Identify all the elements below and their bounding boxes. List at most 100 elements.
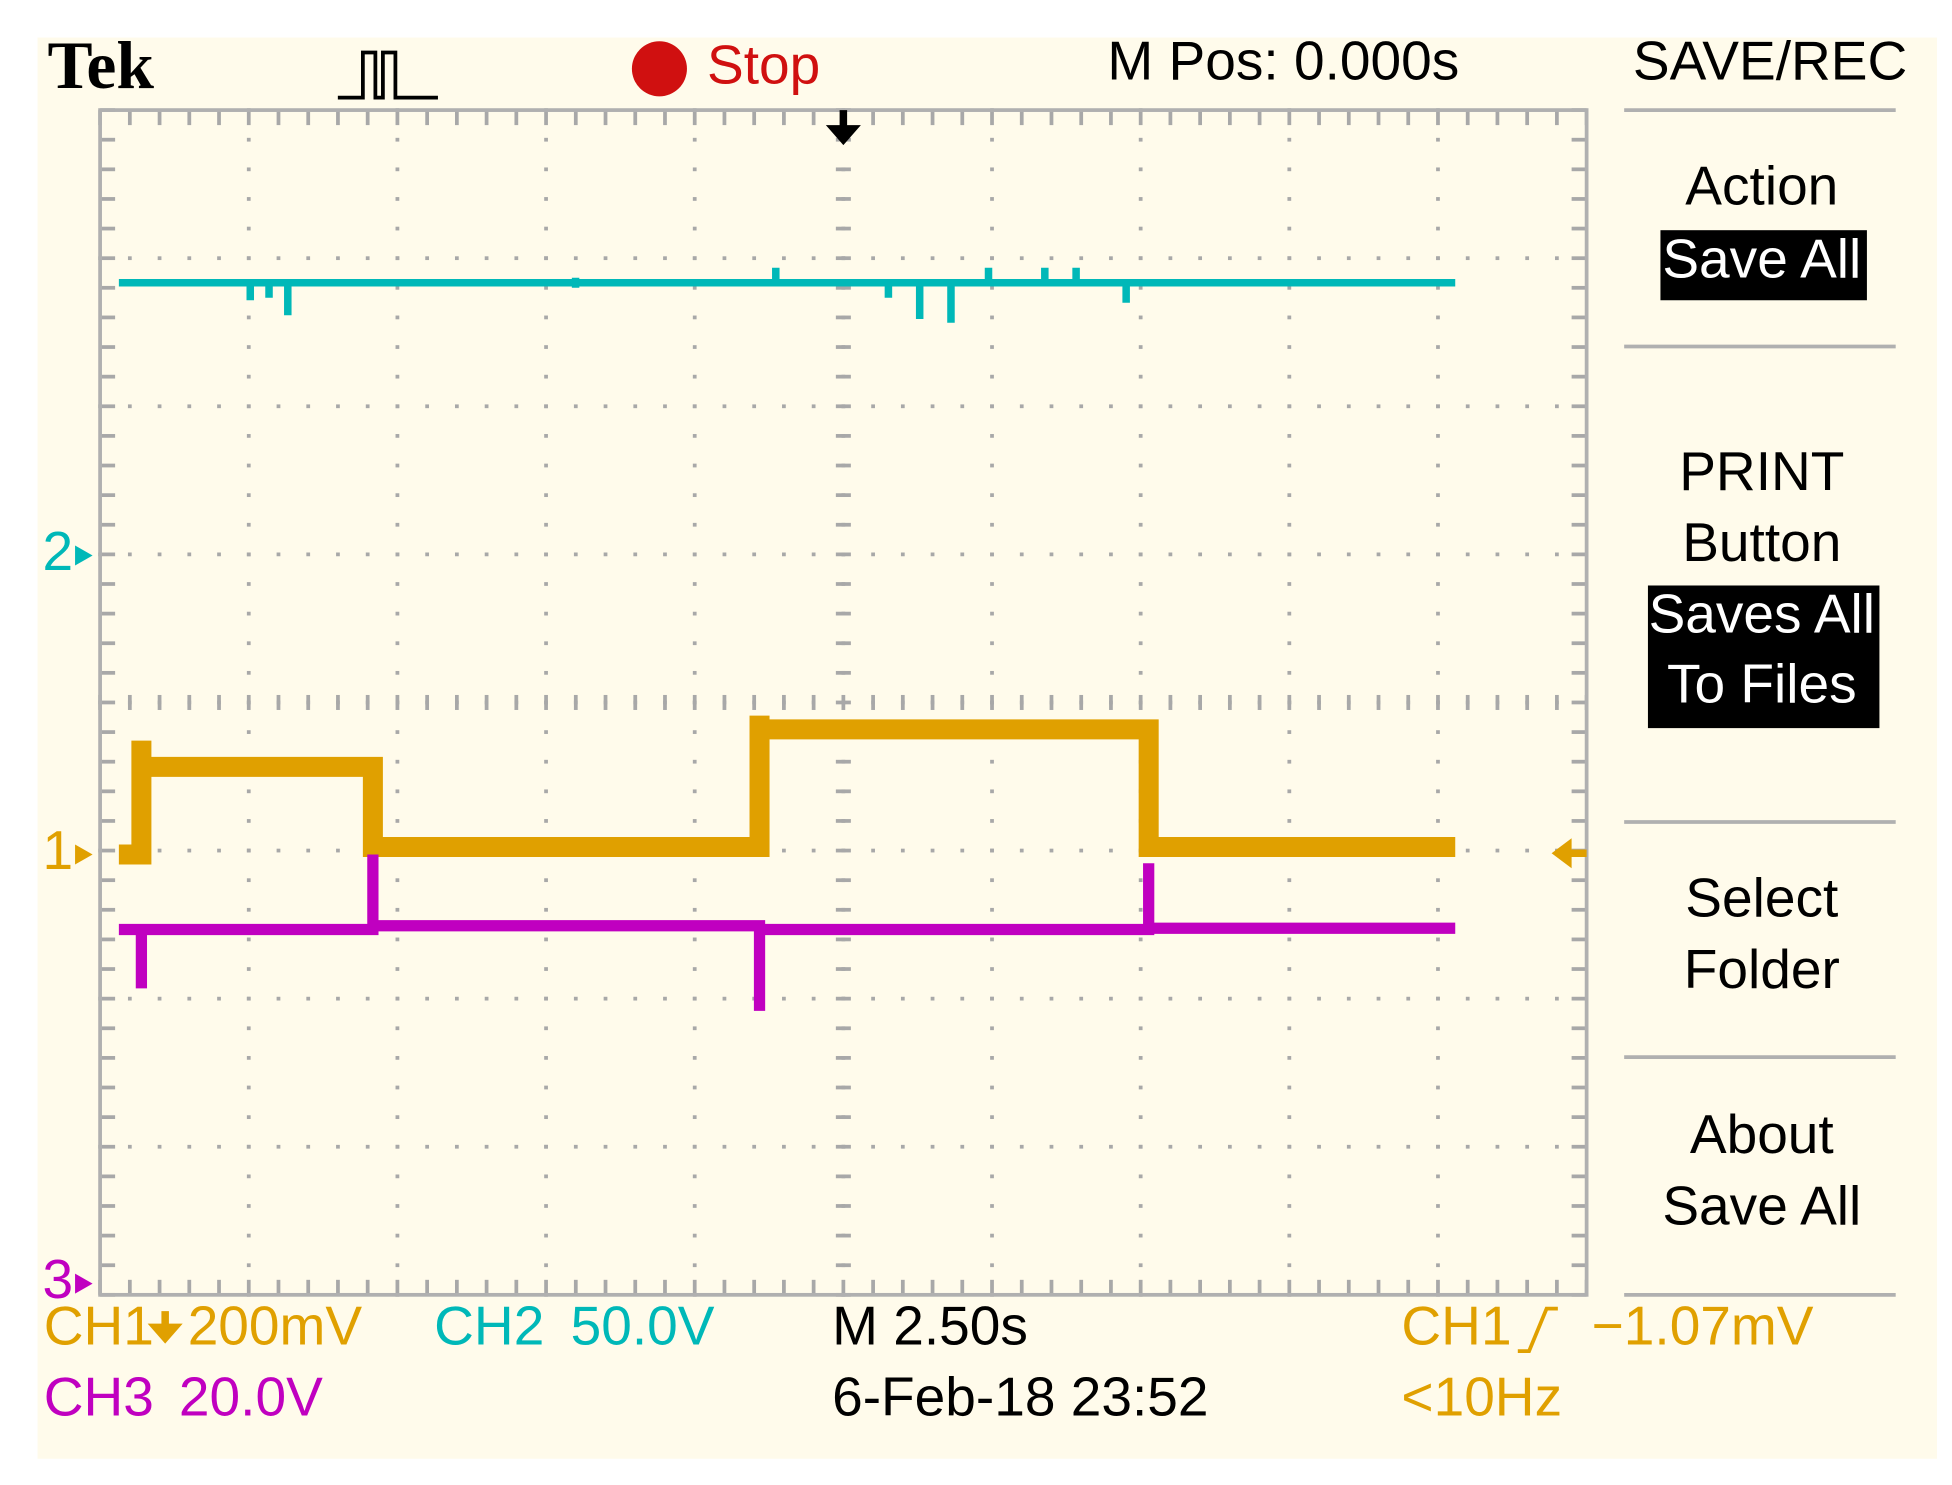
grid-dot xyxy=(544,878,548,883)
menu-button[interactable]: Action Save All xyxy=(1662,155,1861,290)
grid-dot xyxy=(1138,285,1143,290)
grid-dot xyxy=(811,1144,816,1149)
grid-dot xyxy=(1317,552,1321,557)
grid-dot xyxy=(990,907,994,912)
grid-dot xyxy=(722,256,727,261)
menu-label: Folder xyxy=(1684,938,1840,1000)
grid-dot xyxy=(395,1263,400,1268)
grid-dot xyxy=(1138,1026,1143,1031)
grid-dot xyxy=(1287,197,1292,201)
marker-arrow xyxy=(75,545,93,566)
grid-dot xyxy=(1406,996,1411,1001)
grid-dot xyxy=(1287,1204,1292,1208)
grid-dot xyxy=(990,611,994,616)
menu-value: To Files xyxy=(1667,653,1857,715)
grid-dot xyxy=(900,552,905,557)
grid-dot xyxy=(544,552,548,557)
grid-dot xyxy=(1287,226,1292,231)
grid-dot xyxy=(1317,256,1321,261)
grid-dot xyxy=(157,1144,162,1149)
grid-dot xyxy=(1079,552,1084,557)
grid-dot xyxy=(395,670,400,675)
grid-dot xyxy=(603,996,608,1001)
grid-dot xyxy=(633,1144,638,1149)
grid-dot xyxy=(1495,1144,1500,1149)
grid-dot xyxy=(692,582,697,586)
grid-dot xyxy=(990,493,994,498)
grid-dot xyxy=(365,1144,370,1149)
grid-dot xyxy=(365,552,370,557)
menu-button[interactable]: About Save All xyxy=(1662,1103,1861,1236)
grid-dot xyxy=(930,256,935,261)
grid-dot xyxy=(1138,1263,1143,1268)
grid-dot xyxy=(246,374,251,379)
grid-dot xyxy=(1436,522,1440,527)
grid-dot xyxy=(1287,522,1292,527)
grid-dot xyxy=(544,967,548,971)
menu-button[interactable]: PRINT Button Saves All To Files xyxy=(1649,440,1875,715)
grid-dot xyxy=(1436,907,1440,912)
grid-dot xyxy=(246,256,251,261)
grid-dot xyxy=(1436,137,1440,142)
grid-dot xyxy=(157,848,162,853)
grid-dot xyxy=(1287,404,1292,409)
traces xyxy=(118,267,1456,1011)
grid-dot xyxy=(1138,670,1143,675)
grid-dot xyxy=(246,552,251,557)
grid-dot xyxy=(395,730,400,734)
grid-dot xyxy=(782,404,786,409)
grid-dot xyxy=(990,137,994,142)
grid-dot xyxy=(1138,404,1143,409)
grid-dot xyxy=(1436,611,1440,616)
grid-dot xyxy=(544,996,548,1001)
grid-dot xyxy=(425,1144,430,1149)
grid-dot xyxy=(960,256,965,261)
grid-dot xyxy=(395,1144,400,1149)
grid-dot xyxy=(990,1056,994,1060)
grid-dot xyxy=(692,1026,697,1031)
grid-dot xyxy=(1168,1144,1173,1149)
grid-dot xyxy=(395,611,400,616)
grid-dot xyxy=(246,789,251,794)
grid-dot xyxy=(1019,996,1024,1001)
ch1-scale: 200mV xyxy=(188,1294,363,1356)
grid-dot xyxy=(633,996,638,1001)
grid-dot xyxy=(692,226,697,231)
grid-dot xyxy=(395,907,400,912)
grid-dot xyxy=(1198,552,1203,557)
grid-dot xyxy=(1138,937,1143,942)
grid-dot xyxy=(990,996,994,1001)
grid-dot xyxy=(692,522,697,527)
grid-dot xyxy=(663,1144,667,1149)
grid-dot xyxy=(930,848,935,853)
menu-value: Save All xyxy=(1662,227,1861,289)
grid-dot xyxy=(1079,256,1084,261)
grid-dot xyxy=(692,256,697,261)
grid-dot xyxy=(425,552,430,557)
grid-dot xyxy=(127,1144,132,1149)
grid-dot xyxy=(544,759,548,764)
grid-dot xyxy=(514,256,519,261)
grid-dot xyxy=(544,937,548,942)
grid-dot xyxy=(782,996,786,1001)
grid-dot xyxy=(336,552,340,557)
grid-dot xyxy=(1436,167,1440,172)
grid-dot xyxy=(157,404,162,409)
marker-arrow xyxy=(75,1273,93,1294)
grid-dot xyxy=(990,463,994,468)
grid-dot xyxy=(1346,1144,1351,1149)
grid-dot xyxy=(365,404,370,409)
grid-dot xyxy=(1555,996,1559,1001)
grid-dot xyxy=(395,285,400,290)
grid-dot xyxy=(1525,996,1530,1001)
menu-button[interactable]: Select Folder xyxy=(1684,867,1840,1000)
grid-dot xyxy=(246,996,251,1001)
grid-dot xyxy=(1168,404,1173,409)
grid-dot xyxy=(1198,1144,1203,1149)
grid-dot xyxy=(692,878,697,883)
grid-dot xyxy=(1436,345,1440,349)
channel-marker: 3 xyxy=(43,1248,74,1310)
grid-dot xyxy=(990,789,994,794)
grid-dot xyxy=(663,404,667,409)
grid-dot xyxy=(1436,1115,1440,1120)
